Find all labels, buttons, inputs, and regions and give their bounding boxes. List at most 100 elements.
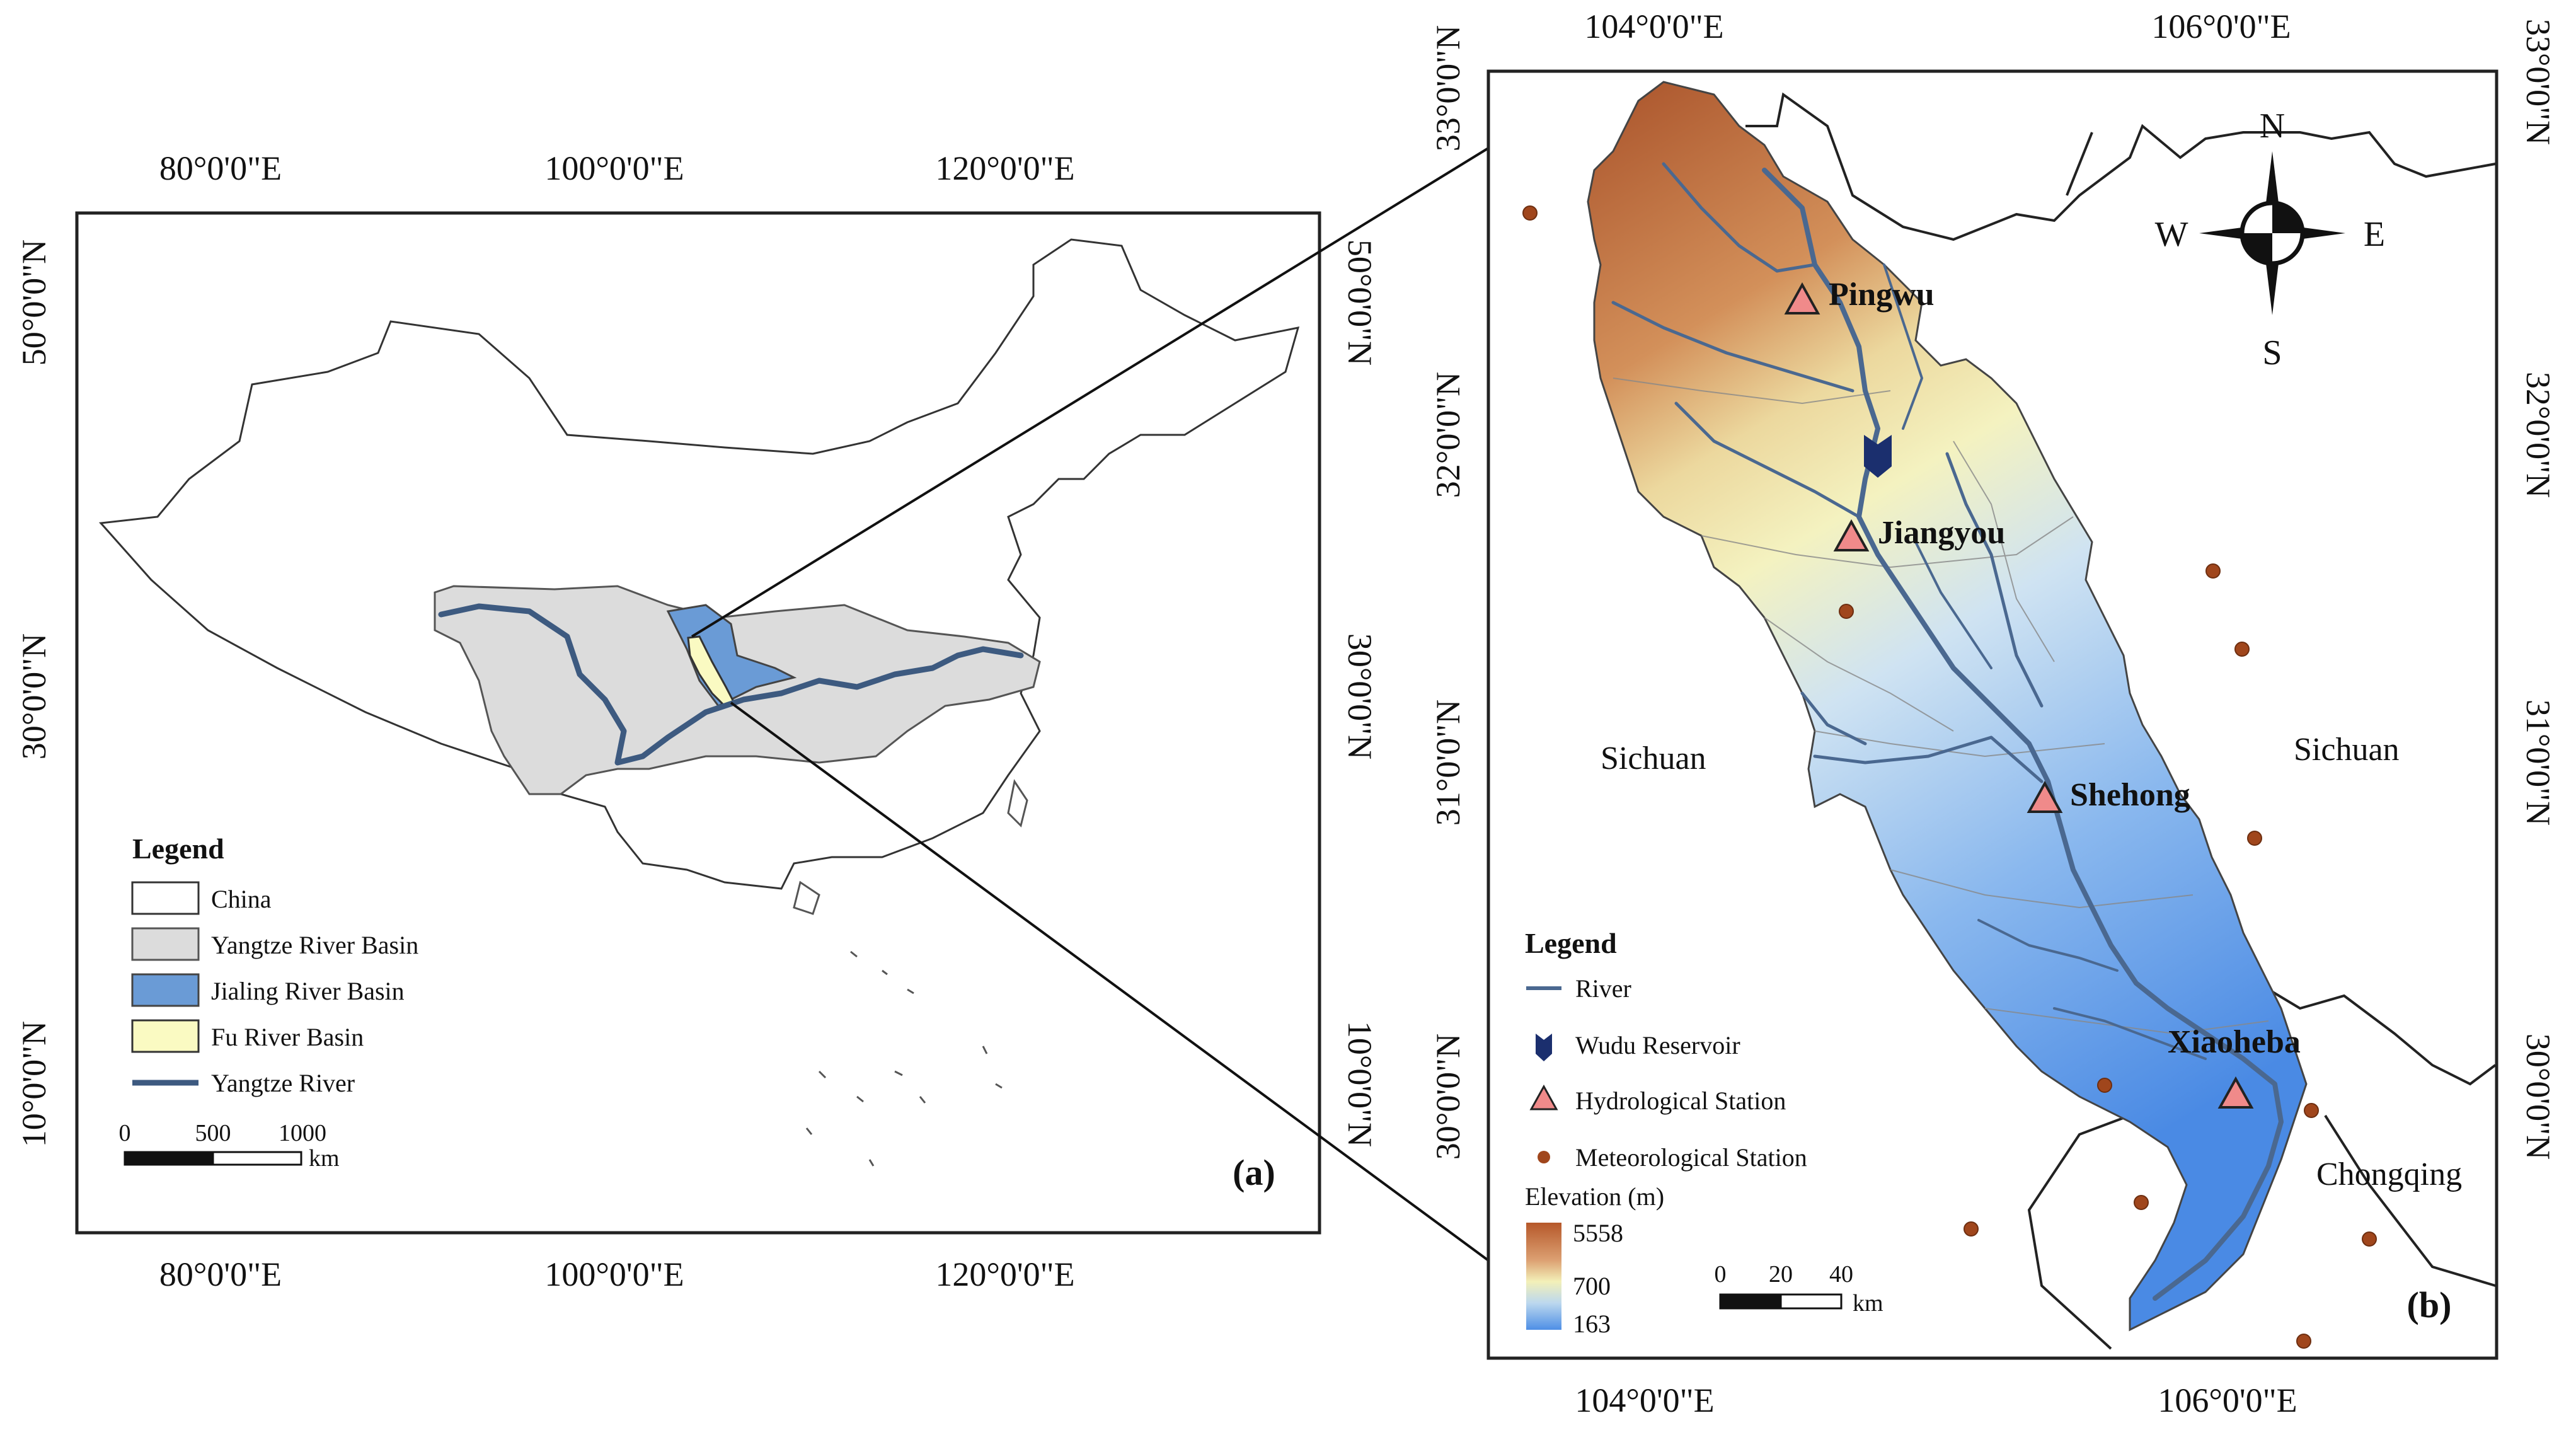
met-station	[1839, 604, 1854, 619]
met-station	[1522, 205, 1538, 221]
compass-rose-icon: N S E W	[2155, 107, 2386, 372]
main-river	[1762, 168, 2284, 1301]
legend-swatch-jialing-basin	[131, 973, 200, 1007]
tributary-9	[1883, 263, 1923, 430]
tributary-4	[1945, 452, 2044, 708]
hydrological-stations	[1784, 282, 2254, 1109]
legend-label-fu-basin: Fu River Basin	[211, 1023, 364, 1051]
legend-b-title: Legend	[1525, 927, 1617, 959]
tick-b-bottom-2: 106°0'0"E	[2158, 1381, 2297, 1419]
yangtze-river	[438, 603, 1024, 766]
legend-a-title: Legend	[132, 833, 224, 865]
met-station	[2247, 831, 2262, 846]
tributary-1	[1662, 162, 1817, 273]
elevation-max: 5558	[1573, 1219, 1623, 1247]
met-station	[2097, 1078, 2112, 1093]
met-station	[2296, 1334, 2311, 1349]
tick-a-top-1: 80°0'0"E	[159, 149, 282, 187]
tick-a-right-2: 30°0'0"N	[1341, 633, 1379, 759]
reservoir-icon	[1536, 1034, 1552, 1061]
triangle-icon	[1529, 1084, 1558, 1110]
panel-b: Pingwu Jiangyou Shehong Xiaoheba Sichuan…	[1429, 8, 2557, 1419]
tick-b-left-4: 30°0'0"N	[1429, 1034, 1467, 1160]
tributary-2	[1611, 301, 1854, 393]
scale-a-unit: km	[309, 1145, 340, 1172]
province-boundaries	[1745, 92, 2497, 1350]
tick-a-left-1: 50°0'0"N	[15, 239, 53, 366]
legend-label-yangtze-river: Yangtze River	[211, 1069, 355, 1097]
tick-b-left-2: 32°0'0"N	[1429, 372, 1467, 498]
dot-icon	[1538, 1151, 1550, 1163]
tributary-5	[1813, 735, 2044, 783]
meteorological-stations	[1522, 205, 2377, 1349]
elevation-min: 163	[1573, 1310, 1611, 1338]
jialing-basin	[666, 604, 797, 707]
zoom-line-top	[691, 147, 1490, 638]
wudu-reservoir-icon	[1864, 435, 1892, 478]
tick-a-right-1: 50°0'0"N	[1341, 239, 1379, 366]
met-station	[2234, 642, 2250, 657]
tributary-10	[1914, 541, 1992, 669]
tick-a-bottom-1: 80°0'0"E	[159, 1255, 282, 1293]
legend-b-hydro: Hydrological Station	[1575, 1087, 1786, 1115]
legend-swatch-fu-basin	[131, 1019, 200, 1053]
islands	[793, 779, 1028, 1167]
tick-a-left-3: 10°0'0"N	[15, 1021, 53, 1147]
legend-swatch-yangtze-basin	[131, 927, 200, 961]
tick-a-left-2: 30°0'0"N	[15, 633, 53, 759]
tick-a-right-3: 10°0'0"N	[1341, 1021, 1379, 1147]
compass-w: W	[2155, 215, 2188, 254]
scale-b-unit: km	[1853, 1290, 1883, 1317]
tick-b-right-3: 31°0'0"N	[2519, 700, 2557, 826]
china-outline	[98, 238, 1300, 890]
hydro-station-jiangyou	[1833, 519, 1870, 551]
label-shehong: Shehong	[2070, 777, 2190, 813]
tick-a-top-2: 100°0'0"E	[544, 149, 684, 187]
scale-a-seg-2	[212, 1151, 302, 1166]
met-station	[2205, 563, 2221, 579]
region-label-chongqing: Chongqing	[2316, 1156, 2462, 1192]
met-station	[2362, 1231, 2377, 1247]
legend-swatch-china	[131, 881, 200, 915]
region-label-sichuan-west: Sichuan	[1601, 741, 1706, 776]
elevation-mid: 700	[1573, 1272, 1611, 1300]
legend-b-river: River	[1575, 974, 1631, 1003]
scale-b-seg-1	[1719, 1293, 1782, 1310]
compass-s: S	[2262, 333, 2282, 372]
sub-basin-lines	[1613, 378, 2269, 1035]
tick-b-top-1: 104°0'0"E	[1584, 8, 1723, 45]
legend-a: Legend China Yangtze River Basin Jialing…	[131, 833, 418, 1097]
compass-n: N	[2260, 107, 2285, 146]
tributary-3	[1674, 401, 1861, 519]
tick-b-right-4: 30°0'0"N	[2519, 1034, 2557, 1160]
label-pingwu: Pingwu	[1829, 277, 1935, 313]
tick-a-bottom-3: 120°0'0"E	[935, 1255, 1074, 1293]
tick-b-left-1: 33°0'0"N	[1429, 25, 1467, 151]
met-station	[2304, 1103, 2319, 1118]
tick-b-left-3: 31°0'0"N	[1429, 700, 1467, 826]
scale-b-label-0: 0	[1715, 1261, 1727, 1288]
panel-a-label: (a)	[1233, 1152, 1275, 1193]
scale-a-seg-1	[124, 1151, 214, 1166]
tributary-6	[1800, 691, 1867, 746]
elevation-colorbar	[1526, 1223, 1561, 1330]
legend-b: Legend River Wudu Reservoir Hydrological…	[1525, 927, 1807, 1338]
panel-b-label: (b)	[2407, 1284, 2452, 1325]
fu-river-basin	[1587, 81, 2308, 1332]
scale-b-label-1: 20	[1769, 1261, 1793, 1288]
panel-a: 80°0'0"E 100°0'0"E 120°0'0"E 80°0'0"E 10…	[15, 147, 1490, 1293]
tick-b-right-2: 32°0'0"N	[2519, 372, 2557, 498]
legend-b-met: Meteorological Station	[1575, 1143, 1807, 1172]
zoom-line-bottom	[730, 701, 1490, 1262]
tick-b-bottom-1: 104°0'0"E	[1575, 1381, 1714, 1419]
scale-a-label-0: 0	[119, 1120, 131, 1146]
scale-bar-a: 0 500 1000 km	[119, 1120, 340, 1172]
compass-e: E	[2364, 215, 2385, 254]
label-xiaoheba: Xiaoheba	[2168, 1024, 2301, 1060]
scale-b-seg-2	[1780, 1293, 1843, 1310]
scale-b-label-2: 40	[1829, 1261, 1853, 1288]
tick-b-right-1: 33°0'0"N	[2519, 19, 2557, 145]
scale-a-label-2: 1000	[279, 1120, 326, 1146]
region-label-sichuan-east: Sichuan	[2294, 732, 2400, 768]
legend-label-china: China	[211, 885, 272, 913]
